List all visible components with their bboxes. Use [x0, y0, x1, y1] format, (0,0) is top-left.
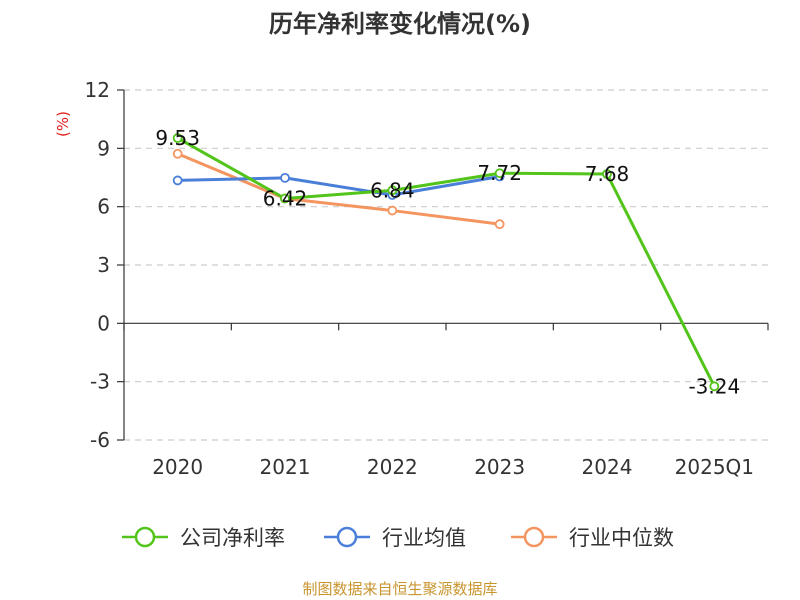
- y-tick-label: 12: [85, 78, 110, 102]
- data-point[interactable]: [280, 172, 290, 183]
- legend-item-1[interactable]: 行业均值: [324, 526, 466, 550]
- data-label: 6.84: [370, 178, 415, 202]
- y-tick-label: 9: [97, 136, 110, 160]
- series-line-0: [176, 136, 716, 388]
- x-tick-label: 2021: [260, 455, 311, 479]
- data-point[interactable]: [172, 175, 183, 186]
- y-tick-label: -6: [90, 428, 110, 452]
- data-point[interactable]: [172, 133, 183, 143]
- legend[interactable]: 公司净利率 行业均值 行业中位数: [122, 526, 674, 550]
- x-tick-label: 2023: [474, 455, 525, 479]
- data-point[interactable]: [494, 168, 505, 179]
- data-point[interactable]: [280, 193, 290, 204]
- legend-circle-icon: [134, 526, 156, 548]
- legend-label: 公司净利率: [180, 526, 285, 550]
- gridlines: [124, 89, 768, 441]
- y-axis-label: (%): [54, 111, 72, 137]
- x-tick-label: 2022: [367, 455, 418, 479]
- data-label: 7.72: [477, 161, 522, 185]
- series-line-2: [177, 152, 500, 226]
- legend-label: 行业均值: [382, 526, 466, 550]
- data-label: 6.42: [263, 187, 308, 211]
- data-point[interactable]: [494, 219, 505, 230]
- legend-circle-icon: [336, 526, 358, 548]
- series-layer: [172, 133, 720, 392]
- data-point[interactable]: [172, 148, 183, 159]
- x-tick-label: 2025Q1: [675, 455, 754, 479]
- y-tick-label: 3: [97, 253, 110, 277]
- legend-label: 行业中位数: [569, 526, 674, 550]
- data-labels: 9.53 6.42 6.84 7.72 7.68 -3.24: [155, 126, 740, 398]
- y-tick-label: 6: [97, 195, 110, 219]
- source-note: 制图数据来自恒生聚源数据库: [302, 580, 497, 598]
- x-tick-label: 2020: [152, 455, 203, 479]
- data-label: 7.68: [585, 162, 630, 186]
- data-label: -3.24: [688, 374, 740, 398]
- series-line-1: [177, 175, 500, 197]
- chart-title: 历年净利率变化情况(%): [269, 10, 531, 38]
- y-tick-label: 0: [97, 311, 110, 335]
- legend-circle-icon: [523, 526, 545, 548]
- axes: 12 9 6 3 0 -3 -6 2020 2021 2022 2023 2024 2025Q1: [85, 78, 769, 479]
- legend-item-2[interactable]: 行业中位数: [511, 526, 674, 550]
- data-point[interactable]: [709, 381, 720, 392]
- data-label: 9.53: [155, 126, 200, 150]
- data-point[interactable]: [387, 185, 398, 196]
- legend-item-0[interactable]: 公司净利率: [122, 526, 285, 550]
- x-tick-label: 2024: [582, 455, 633, 479]
- data-point[interactable]: [387, 205, 398, 216]
- data-point[interactable]: [602, 169, 612, 179]
- y-tick-label: -3: [90, 370, 110, 394]
